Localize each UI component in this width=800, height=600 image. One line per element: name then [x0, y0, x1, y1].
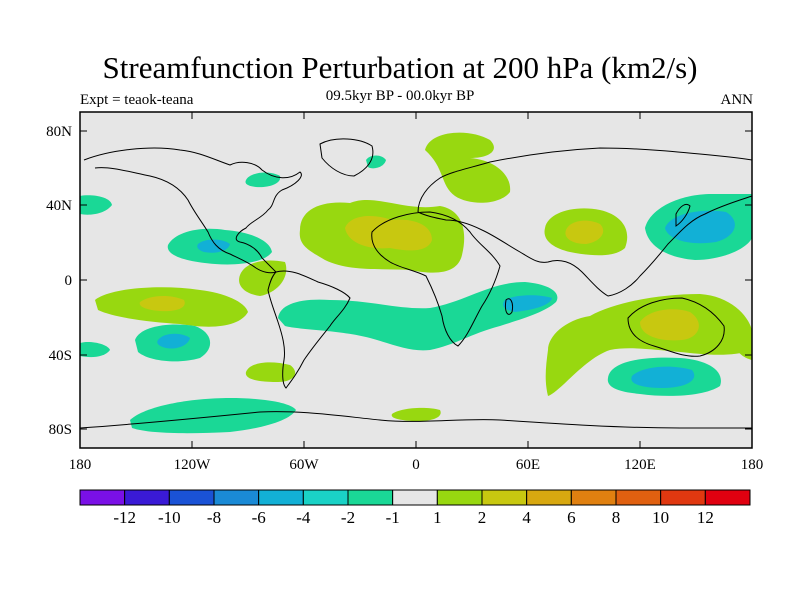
colorbar: -12 -10 -8 -6 -4 -2 -1 1 2 4 6 8 10 12	[79, 489, 751, 527]
colorbar-swatch	[481, 489, 528, 506]
colorbar-label: -12	[113, 508, 136, 527]
colorbar-label: -10	[158, 508, 181, 527]
colorbar-label: 12	[697, 508, 714, 527]
y-tick-label-40s: 40S	[49, 348, 72, 364]
colorbar-swatch	[258, 489, 304, 506]
contour-neg-greenland	[245, 172, 281, 188]
coast-japan	[675, 203, 691, 227]
colorbar-label: 2	[478, 508, 487, 527]
colorbar-label: 6	[567, 508, 576, 527]
contour-neg-southern-band	[278, 282, 558, 351]
colorbar-swatch	[124, 489, 170, 506]
coast-africa	[371, 211, 501, 347]
plot-title: Streamfunction Perturbation at 200 hPa (…	[102, 50, 698, 85]
coast-greenland	[319, 138, 374, 177]
y-tick-label-80s: 80S	[49, 422, 72, 438]
colorbar-swatch	[168, 489, 215, 506]
contour-pos-east-edge	[734, 330, 752, 360]
contour-pos-south-america	[245, 362, 296, 382]
contour-pos-australia	[545, 294, 752, 396]
contour-pos-north-atlantic-core	[345, 216, 432, 251]
x-tick-label-180w: 180	[69, 457, 92, 473]
contour-pos-antarctic	[391, 407, 441, 422]
colorbar-label: 1	[433, 508, 442, 527]
colorbar-swatch	[660, 489, 706, 506]
colorbar-swatch	[79, 489, 126, 506]
contour-neg-arctic-small	[366, 155, 386, 169]
contour-pos-australia-core	[640, 309, 699, 341]
colorbar-label: 10	[652, 508, 669, 527]
map-background	[80, 112, 752, 448]
colorbar-swatch	[615, 489, 662, 506]
colorbar-label: -4	[296, 508, 311, 527]
x-tick-label-180e: 180	[741, 457, 764, 473]
coast-antarctica	[80, 411, 752, 429]
contour-neg-north-pacific-east-core	[665, 210, 735, 244]
y-tick-label-80n: 80N	[46, 124, 72, 140]
contour-neg-north-pacific-west	[80, 195, 112, 215]
coast-south-america	[267, 270, 351, 389]
colorbar-swatch	[436, 489, 483, 506]
contour-neg-west-edge	[80, 341, 110, 358]
contour-pos-tropical-pacific	[239, 260, 287, 296]
contour-neg-antarctic	[130, 398, 296, 434]
y-tick-label-40n: 40N	[46, 198, 72, 214]
coast-australia	[627, 297, 725, 357]
colorbar-label: -1	[386, 508, 400, 527]
contour-pos-south-pacific-core	[139, 296, 185, 312]
coast-madagascar	[505, 298, 513, 315]
experiment-label: Expt = teaok-teana	[80, 92, 194, 108]
colorbar-swatch	[526, 489, 572, 506]
colorbar-label: 4	[522, 508, 531, 527]
x-tick-label-120e: 120E	[624, 457, 656, 473]
colorbar-label: 8	[612, 508, 621, 527]
coast-north-america	[83, 147, 302, 274]
colorbar-label: -6	[252, 508, 266, 527]
colorbar-swatch	[704, 489, 751, 506]
period-label: ANN	[720, 92, 754, 108]
colorbar-swatch	[392, 489, 438, 506]
coastlines	[80, 138, 752, 429]
plot-subtitle: 09.5kyr BP - 00.0kyr BP	[325, 88, 475, 104]
colorbar-swatch	[302, 489, 349, 506]
colorbar-label: -8	[207, 508, 221, 527]
contour-neg-southern-band-core	[503, 295, 552, 312]
x-tick-label-120w: 120W	[174, 457, 212, 473]
x-tick-label-60e: 60E	[516, 457, 540, 473]
contour-neg-south-pacific-core	[157, 333, 190, 349]
x-tick-label-0: 0	[412, 457, 420, 473]
colorbar-label: -2	[341, 508, 355, 527]
y-tick-label-0: 0	[65, 273, 73, 289]
x-tick-label-60w: 60W	[289, 457, 319, 473]
colorbar-swatch	[347, 489, 394, 506]
colorbar-swatch	[570, 489, 617, 506]
contour-pos-arctic	[425, 132, 511, 203]
coast-eurasia	[417, 147, 752, 297]
contour-neg-southern-indian-core	[631, 366, 695, 388]
contour-pos-asia-core	[565, 220, 604, 244]
colorbar-swatch	[213, 489, 260, 506]
tick-marks	[80, 112, 752, 448]
contour-fields	[80, 132, 752, 434]
